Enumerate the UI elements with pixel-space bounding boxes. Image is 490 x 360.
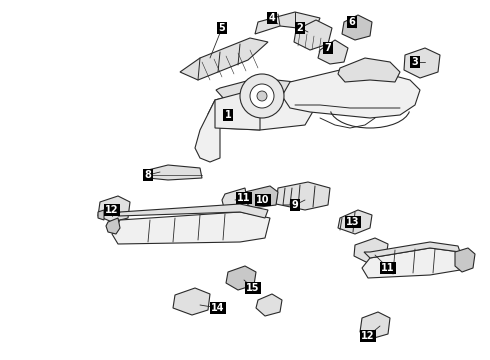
Polygon shape: [222, 188, 248, 210]
Text: 11: 11: [237, 193, 251, 203]
Polygon shape: [208, 88, 315, 130]
Polygon shape: [455, 248, 475, 272]
Text: 14: 14: [211, 303, 225, 313]
Polygon shape: [216, 78, 312, 100]
Polygon shape: [342, 15, 372, 40]
Text: 5: 5: [219, 23, 225, 33]
Polygon shape: [256, 294, 282, 316]
Polygon shape: [98, 210, 104, 220]
Text: 3: 3: [412, 57, 418, 67]
Text: 12: 12: [361, 331, 375, 341]
Polygon shape: [148, 165, 202, 180]
Polygon shape: [118, 204, 268, 218]
Text: 13: 13: [346, 217, 360, 227]
Text: 11: 11: [381, 263, 395, 273]
Polygon shape: [215, 88, 260, 130]
Circle shape: [240, 74, 284, 118]
Polygon shape: [226, 266, 256, 290]
Polygon shape: [244, 186, 278, 208]
Polygon shape: [354, 238, 388, 263]
Polygon shape: [106, 218, 120, 234]
Polygon shape: [112, 212, 270, 244]
Polygon shape: [362, 248, 460, 278]
Text: 10: 10: [256, 195, 270, 205]
Polygon shape: [255, 12, 320, 34]
Text: 9: 9: [292, 200, 298, 210]
Polygon shape: [318, 40, 348, 64]
Polygon shape: [294, 20, 332, 50]
Text: 15: 15: [246, 283, 260, 293]
Text: 8: 8: [145, 170, 151, 180]
Polygon shape: [173, 288, 210, 315]
Circle shape: [257, 91, 267, 101]
Polygon shape: [404, 48, 440, 78]
Polygon shape: [282, 70, 420, 118]
Polygon shape: [338, 210, 372, 234]
Polygon shape: [98, 196, 130, 222]
Polygon shape: [364, 242, 460, 258]
Polygon shape: [360, 312, 390, 338]
Circle shape: [250, 84, 274, 108]
Text: 1: 1: [224, 110, 231, 120]
Polygon shape: [180, 38, 268, 80]
Text: 2: 2: [296, 23, 303, 33]
Text: 6: 6: [348, 17, 355, 27]
Text: 7: 7: [325, 43, 331, 53]
Polygon shape: [338, 58, 400, 82]
Text: 4: 4: [269, 13, 275, 23]
Polygon shape: [195, 100, 220, 162]
Polygon shape: [276, 182, 330, 210]
Text: 12: 12: [105, 205, 119, 215]
